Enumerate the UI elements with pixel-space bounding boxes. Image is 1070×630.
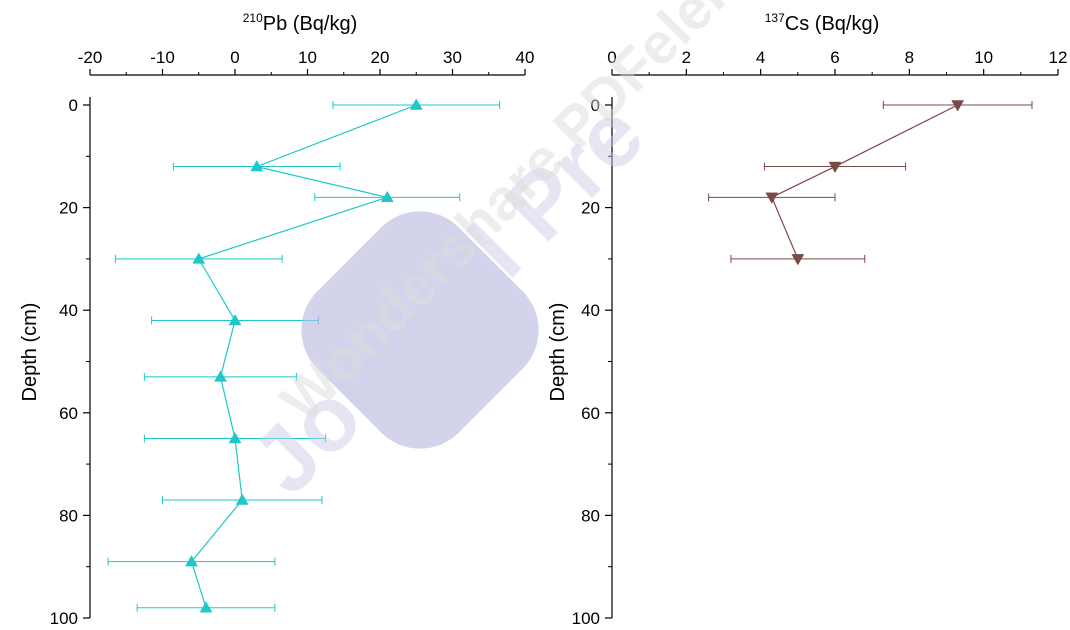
x-tick-label: 0 [230,48,239,67]
x-tick-label: 0 [607,48,616,67]
data-point [228,313,242,326]
data-point [409,98,423,110]
y-tick-label: 40 [581,301,600,320]
watermark-logo-shape [301,211,539,449]
data-point [828,161,842,174]
x-axis-title-text: Pb (Bq/kg) [263,13,357,35]
y-tick-label: 20 [581,199,600,218]
x-axis-title: 210Pb (Bq/kg) [243,11,358,35]
data-point [791,254,805,266]
x-axis-title-superscript: 210 [243,11,263,25]
y-tick-label: 80 [59,506,78,525]
y-axis-title: Depth (cm) [547,303,569,402]
y-tick-label: 40 [59,301,78,320]
x-tick-label: 40 [516,48,535,67]
x-tick-label: 6 [830,48,839,67]
data-point [192,252,206,264]
y-tick-label: 60 [59,404,78,423]
data-point [228,431,242,444]
x-tick-label: 10 [974,48,993,67]
x-axis-title-superscript: 137 [765,11,785,25]
x-tick-label: 2 [682,48,691,67]
x-tick-label: 8 [905,48,914,67]
y-tick-label: 100 [50,609,78,625]
x-tick-label: 4 [756,48,765,67]
y-axis-title: Depth (cm) [19,303,41,402]
x-tick-label: 20 [371,48,390,67]
y-tick-label: 80 [581,506,600,525]
y-tick-label: 0 [69,96,78,115]
data-point [765,192,779,204]
data-point [214,370,227,382]
data-point [185,555,198,567]
y-tick-label: 0 [591,96,600,115]
x-tick-label: -10 [150,48,175,67]
y-tick-label: 20 [59,199,78,218]
data-point [250,160,264,172]
series-line [190,104,417,608]
data-point [235,493,249,505]
data-point [380,190,394,203]
data-point [951,100,965,112]
x-tick-label: 30 [443,48,462,67]
x-tick-label: 12 [1049,48,1068,67]
x-axis-title: 137Cs (Bq/kg) [765,11,880,35]
y-tick-label: 100 [572,609,600,625]
panel-2: 0 2 4 6 8 10 12 137Cs (Bq/kg) 0 20 40 60 80 100 Depth … [547,11,1068,628]
data-point [199,601,213,613]
x-tick-label: -20 [78,48,103,67]
x-axis-title-text: Cs (Bq/kg) [785,13,879,35]
y-tick-label: 60 [581,404,600,423]
x-tick-label: 10 [298,48,317,67]
series-line [771,104,958,260]
